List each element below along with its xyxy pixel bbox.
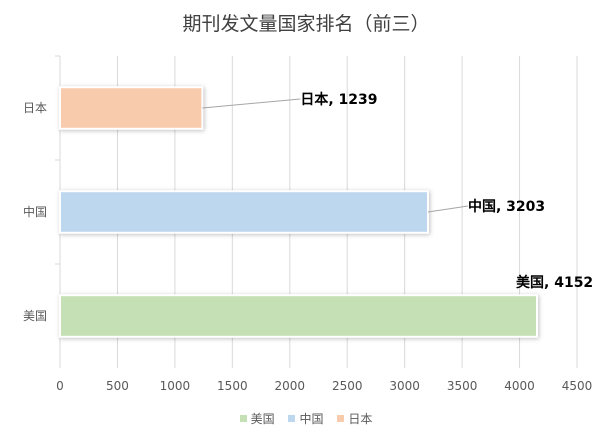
legend-swatch-usa [239, 415, 247, 422]
legend-item-usa: 美国 [239, 410, 275, 427]
leader-line-0 [202, 98, 301, 109]
y-tick-label-0: 日本 [23, 101, 47, 115]
x-tick-label-5: 2500 [332, 379, 363, 393]
y-tick-label-1: 中国 [23, 204, 47, 219]
x-tick-label-0: 0 [56, 379, 64, 393]
legend-label-japan: 日本 [348, 412, 373, 426]
legend-item-china: 中国 [288, 410, 324, 427]
data-label-2: 美国, 4152 [516, 274, 593, 291]
x-tick-label-4: 2000 [275, 379, 306, 393]
x-tick-label-2: 1000 [160, 379, 191, 393]
chart-title: 期刊发文量国家排名（前三） [182, 13, 430, 35]
leader-line-1 [427, 205, 469, 213]
x-tick-label-7: 3500 [447, 379, 478, 393]
legend-label-usa: 美国 [250, 412, 275, 426]
x-tick-label-6: 3000 [389, 379, 420, 393]
data-label-0: 日本, 1239 [300, 91, 377, 108]
x-tick-label-1: 500 [106, 379, 129, 393]
legend-swatch-china [288, 415, 296, 422]
y-tick-label-2: 美国 [23, 309, 47, 323]
x-tick-label-8: 4000 [504, 379, 535, 393]
bar-1 [59, 190, 429, 234]
data-label-1: 中国, 3203 [468, 198, 545, 215]
legend-item-japan: 日本 [337, 410, 372, 427]
x-tick-label-9: 4500 [562, 379, 593, 393]
bar-2 [59, 294, 539, 338]
legend-swatch-japan [337, 415, 345, 422]
legend: 美国 中国 日本 [0, 410, 612, 427]
bar-0 [59, 86, 204, 130]
x-tick-label-3: 1500 [217, 379, 248, 393]
legend-label-china: 中国 [299, 412, 324, 426]
